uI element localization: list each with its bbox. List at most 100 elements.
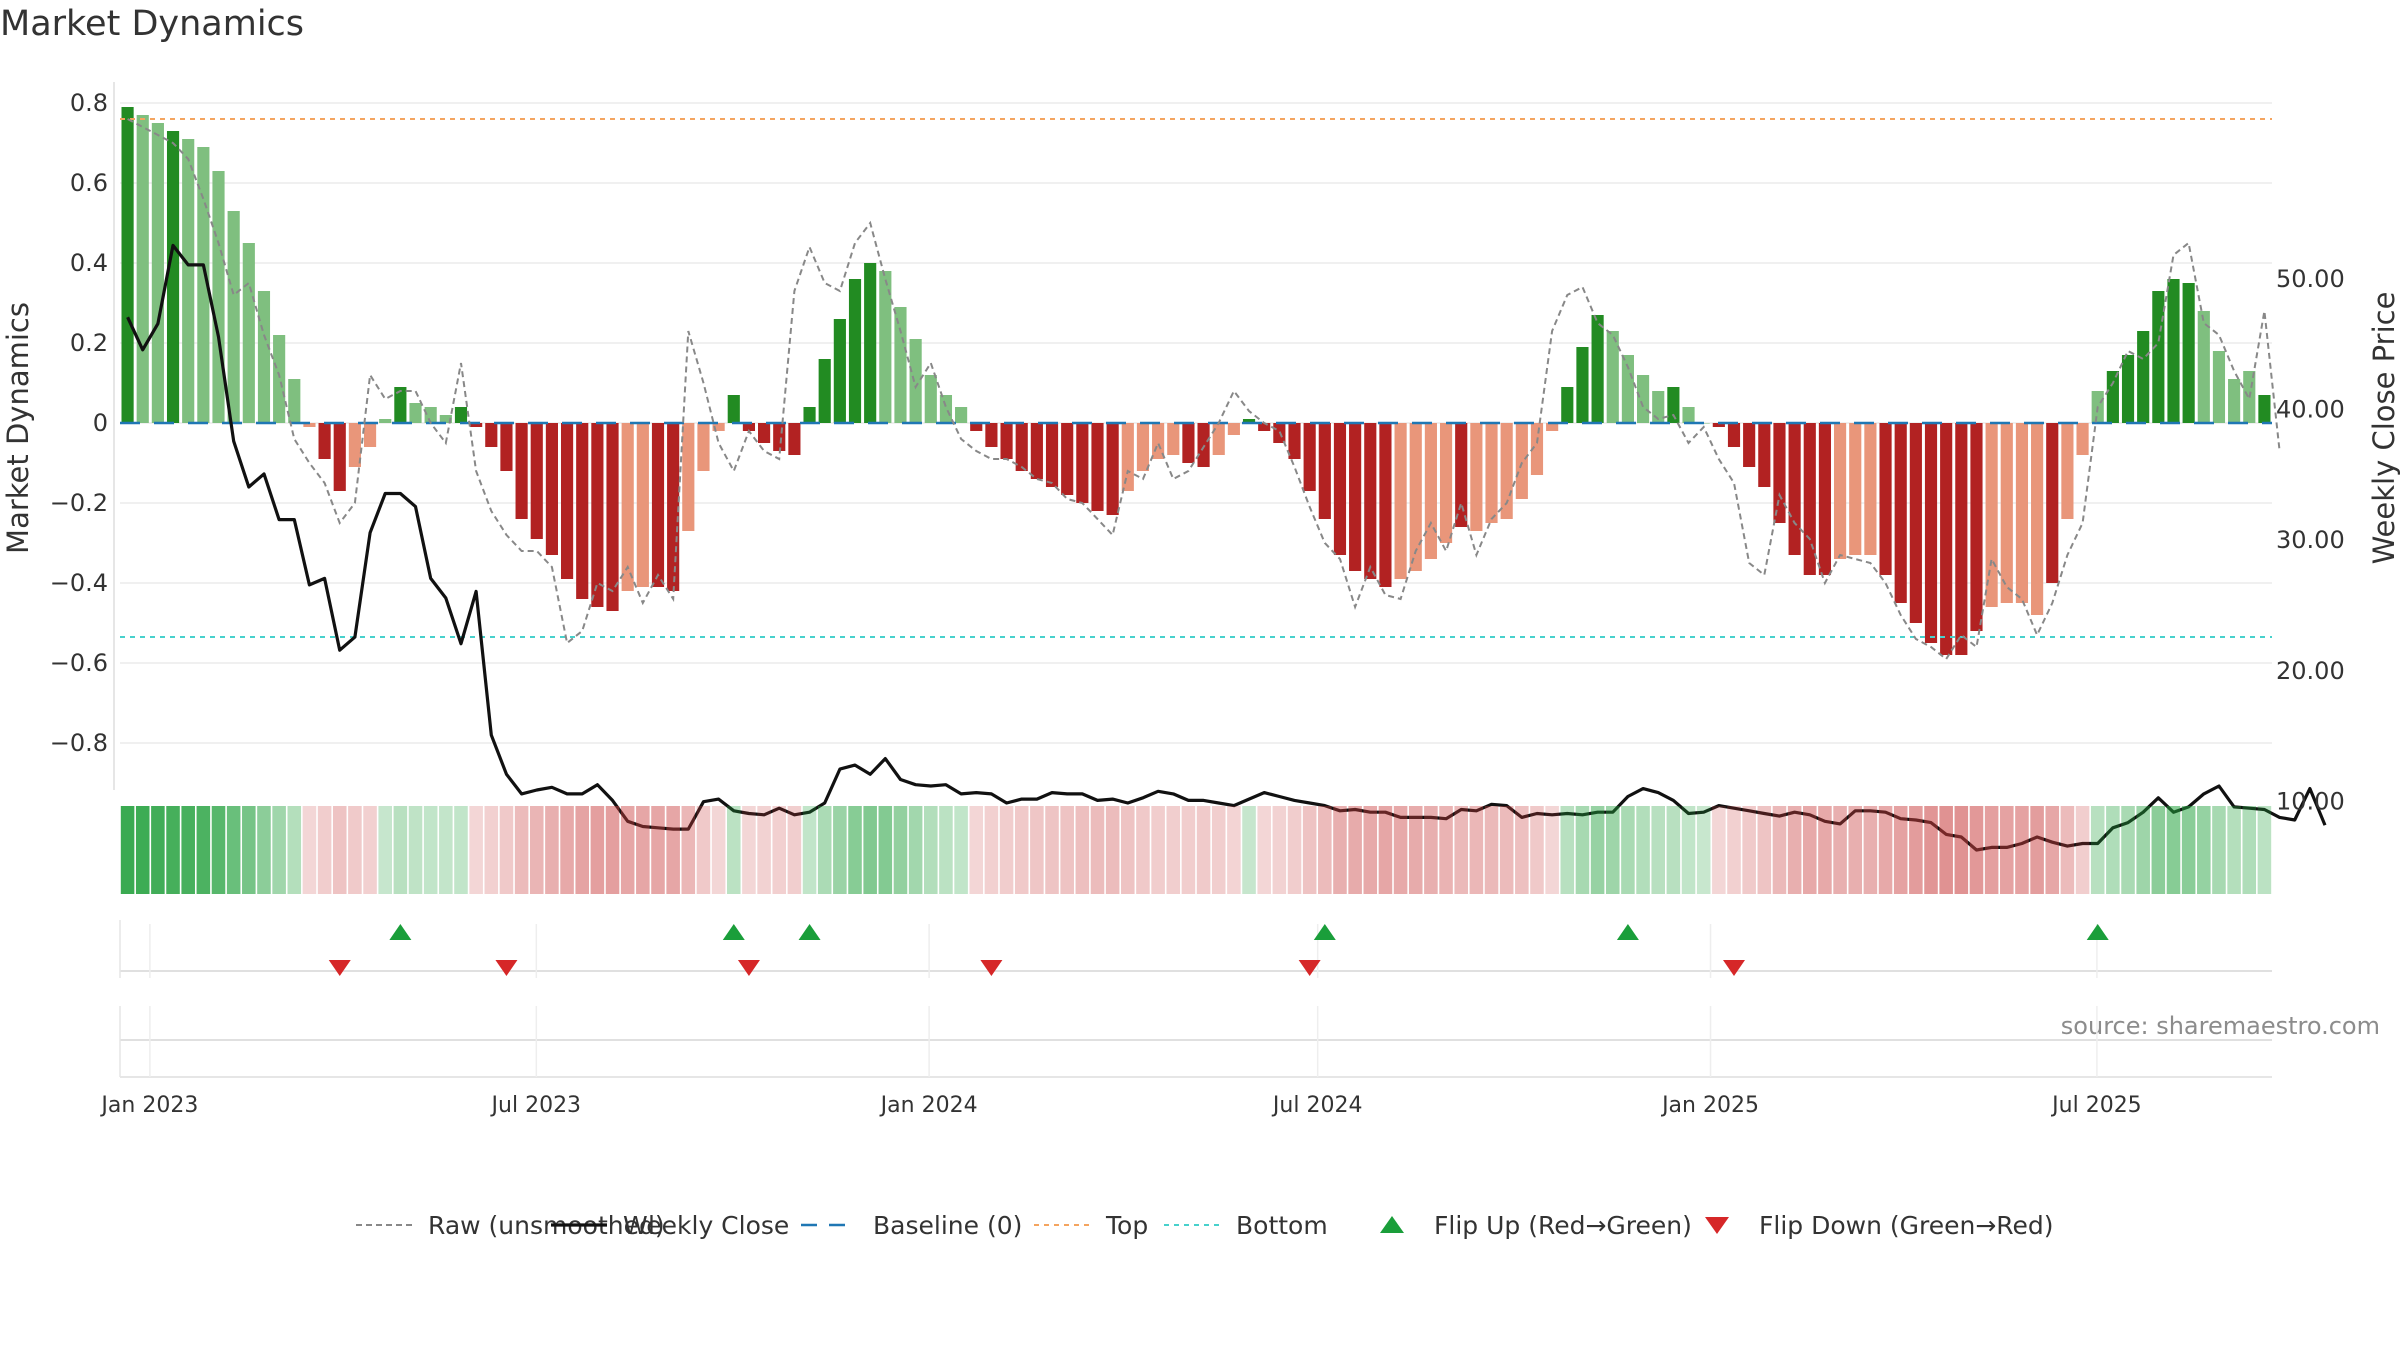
heat-cell [2045,806,2060,894]
heat-cell [1984,806,1999,894]
heat-cell [1393,806,1408,894]
dynamics-bar [2182,283,2195,423]
heat-cell [1287,806,1302,894]
heat-cell [1833,806,1847,894]
dynamics-bar [1606,331,1619,423]
heat-cell [1969,806,1984,894]
left-tick-label: 0 [93,409,108,437]
dynamics-bar [1212,423,1225,455]
heat-cell [1605,806,1620,894]
heat-cell [2151,806,2166,894]
heat-cell [908,806,923,894]
heat-cell [817,806,832,894]
heat-cell [2106,806,2120,894]
dynamics-bar [1985,423,1998,607]
dynamics-bar [1682,407,1695,423]
dynamics-bar [1318,423,1331,519]
dynamics-bar [151,123,164,423]
heat-cell [1590,806,1605,894]
dynamics-bar [1773,423,1786,523]
heat-cell [2000,806,2014,894]
heat-cell [1863,806,1878,894]
heat-cell [1030,806,1044,894]
heat-cell [863,806,877,894]
dynamics-bar [166,131,180,423]
heat-cell [1060,806,1074,894]
heat-cell [651,806,665,894]
dynamics-bar [1197,423,1210,467]
heat-cell [1484,806,1499,894]
heat-cell [1909,806,1923,894]
left-tick-label: −0.2 [50,489,108,517]
heat-cell [1727,806,1741,894]
heat-cell [469,806,483,894]
dynamics-bar [545,423,558,555]
heat-cell [1848,806,1863,894]
dynamics-bar [1652,391,1665,423]
heat-cell [363,806,377,894]
dynamics-bar [1530,423,1544,475]
left-tick-label: 0.6 [70,169,108,197]
heat-cell [605,806,620,894]
dynamics-bar [182,139,195,423]
heat-cell [1454,806,1468,894]
dynamics-bar [697,423,710,471]
dynamics-bar [2121,355,2135,423]
heat-cell [1924,806,1938,894]
dynamics-bar [1091,423,1104,511]
right-tick-label: 30.00 [2276,526,2345,554]
x-tick-label: Jan 2025 [1660,1093,1759,1118]
dynamics-bar [576,423,589,599]
heat-cell [332,806,347,894]
heat-cell [1621,806,1635,894]
heat-cell [1181,806,1196,894]
heat-cell [2060,806,2075,894]
dynamics-bar [1227,423,1240,435]
heat-cell [2030,806,2044,894]
legend-label: Bottom [1236,1211,1328,1240]
heat-cell [1802,806,1817,894]
dynamics-bar [379,419,392,423]
left-axis-title: Market Dynamics [1,302,35,554]
heat-cell [529,806,544,894]
dynamics-bar [1576,347,1589,423]
dynamics-bar [1061,423,1074,495]
heat-cell [2075,806,2090,894]
heat-cell [1424,806,1438,894]
dynamics-bar [758,423,771,443]
heat-cell [772,806,787,894]
dynamics-bar [1258,423,1271,431]
dynamics-bar [1909,423,1922,623]
dynamics-bar [591,423,604,607]
dynamics-bar [1182,423,1195,463]
dynamics-bar [2061,423,2074,519]
dynamics-bar [2228,379,2241,423]
dynamics-bar [636,423,649,587]
heat-cell [1742,806,1756,894]
dynamics-bar [1424,423,1437,559]
heat-cell [257,806,271,894]
flip-up-marker [1313,924,1336,940]
x-tick-label: Jul 2024 [1271,1093,1363,1118]
flip-up-marker [2086,924,2109,940]
dynamics-bar [606,423,619,611]
right-tick-label: 10.00 [2276,787,2345,815]
heat-cell [196,806,211,894]
x-tick-label: Jan 2023 [99,1093,198,1118]
flip-up-marker [1616,924,1639,940]
right-tick-label: 40.00 [2276,396,2345,424]
dynamics-bar [1439,423,1453,543]
dynamics-bar [227,211,240,423]
dynamics-bar [712,423,725,431]
heat-cell [1211,806,1226,894]
flip-down-marker [1298,960,1321,976]
left-tick-label: 0.8 [70,89,108,117]
dynamics-bar [121,107,134,423]
flip-up-marker [722,924,745,940]
heat-cell [408,806,423,894]
dynamics-bar [560,423,574,579]
heat-cell [1318,806,1332,894]
heat-cell [484,806,499,894]
heat-cell [287,806,302,894]
dynamics-bar [1000,423,1013,459]
